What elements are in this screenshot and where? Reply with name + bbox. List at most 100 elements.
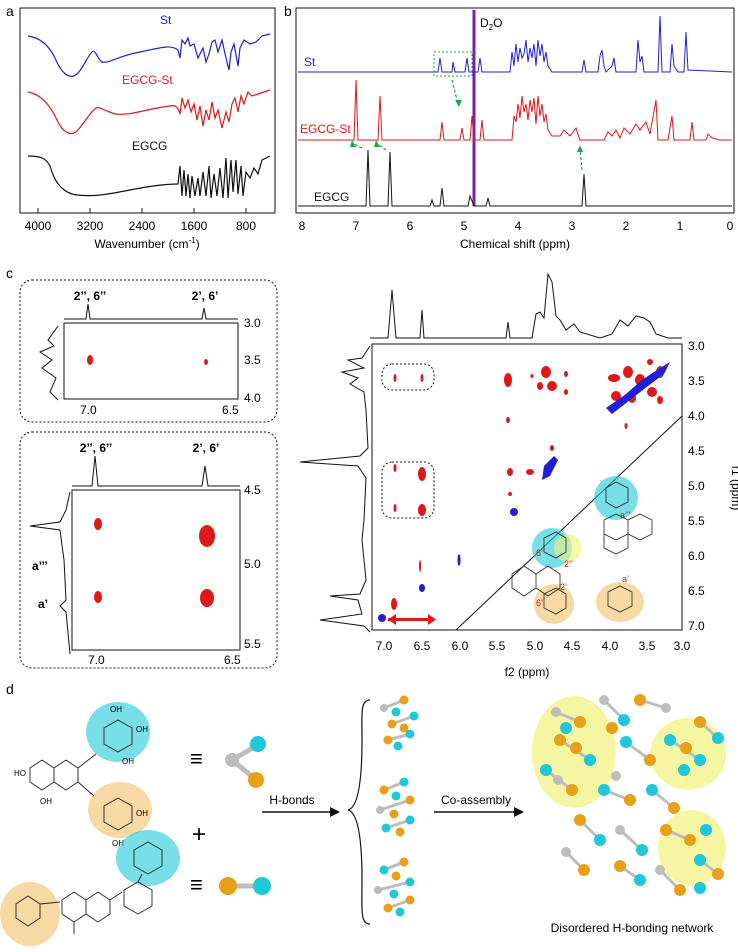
main-diagonal-divider xyxy=(455,415,683,631)
main-peak-2 xyxy=(420,374,424,382)
main-xtick-3.0: 3.0 xyxy=(674,639,691,653)
ftir-tick-1600: 1600 xyxy=(181,219,208,233)
main-peak-24 xyxy=(507,468,513,476)
st-struct-bottom-sugar xyxy=(15,895,61,927)
mc3-atom-1 xyxy=(379,865,389,875)
na-23 xyxy=(598,784,610,796)
na-19 xyxy=(694,754,706,766)
inset-top-ytick-3: 4.0 xyxy=(244,391,261,405)
inset-top-projection-f1 xyxy=(38,325,59,401)
ftir-x-axis: 4000 3200 2400 1600 800 xyxy=(25,208,256,233)
main-peak-6 xyxy=(547,381,557,391)
main-ytick-3.0: 3.0 xyxy=(688,339,705,353)
hbonds-arrowhead xyxy=(330,807,340,817)
egcg-ball-cyan xyxy=(250,736,266,752)
main-peak-28 xyxy=(508,492,512,496)
mc3-atom-6 xyxy=(389,889,399,899)
egcg-oh-1: OH xyxy=(110,705,122,714)
inset-bottom-crosspeak-2 xyxy=(199,525,215,547)
ftir-tick-800: 800 xyxy=(236,219,256,233)
main-peak-5 xyxy=(541,366,551,378)
inset-bottom-side-label-2: a’ xyxy=(38,597,48,611)
mini-cluster-3 xyxy=(374,857,415,917)
egcg-oh-7: OH xyxy=(112,839,124,848)
main-peak-30 xyxy=(624,423,628,429)
ftir-xlabel-sup: -1 xyxy=(189,236,197,245)
nmr-arrowhead-1 xyxy=(455,100,462,107)
egcg-b-ring xyxy=(543,531,567,559)
ftir-xlabel-main: Wavenumber (cm xyxy=(94,237,188,251)
na-21 xyxy=(712,732,724,744)
egcg-label-6p: 6’ xyxy=(536,598,543,608)
na-15 xyxy=(634,694,646,706)
coassembly-label: Co-assembly xyxy=(441,793,511,807)
mc3-bond-2 xyxy=(377,880,411,892)
na-22 xyxy=(678,764,690,776)
na-33 xyxy=(684,834,696,846)
nmr-arrowhead-4 xyxy=(577,145,583,152)
mc1-atom-2 xyxy=(399,695,409,705)
ftir-frame xyxy=(19,7,276,214)
inset-bottom-ytick-2: 5.0 xyxy=(244,557,261,571)
main-peak-15 xyxy=(647,387,657,397)
network-highlight-2 xyxy=(650,718,726,790)
panel-a-letter: a xyxy=(6,3,14,19)
nmr-arrow-4 xyxy=(579,149,583,171)
inset-bottom-plot xyxy=(71,489,241,651)
main-yaxis: 3.0 3.5 4.0 4.5 5.0 5.5 6.0 6.5 7.0 xyxy=(688,339,705,633)
main-ytick-4.0: 4.0 xyxy=(688,409,705,423)
nmr-solvent-d: D xyxy=(480,16,489,30)
inset-bottom-projection-f2 xyxy=(72,455,240,487)
egcg-oh-4: HO xyxy=(14,769,26,778)
main-xtick-3.5: 3.5 xyxy=(639,639,656,653)
coassembly-arrow xyxy=(434,807,524,817)
st-aglycone xyxy=(603,513,653,555)
ftir-egcg-st-spectrum xyxy=(27,89,271,135)
mc3-atom-7 xyxy=(383,903,393,913)
na-2 xyxy=(574,716,586,728)
ftir-label-egcg: EGCG xyxy=(132,139,167,153)
main-ytick-5.0: 5.0 xyxy=(688,479,705,493)
na-28 xyxy=(574,814,586,826)
nmr-tick-1: 1 xyxy=(677,219,684,233)
st-struct-orange-highlight xyxy=(0,882,60,946)
inset-bottom-xtick-1: 7.0 xyxy=(88,653,105,667)
na-40 xyxy=(634,874,646,886)
nmr-label-egcg: EGCG xyxy=(314,190,349,204)
mc1-atom-8 xyxy=(383,735,393,745)
main-peak-35 xyxy=(378,614,386,622)
main-highlight-bottom xyxy=(381,461,435,519)
main-xtick-7.0: 7.0 xyxy=(376,639,393,653)
st-top-sugar xyxy=(605,481,629,509)
inset-bottom-ytick-1: 4.5 xyxy=(244,483,261,497)
na-25 xyxy=(611,771,621,781)
na-17 xyxy=(664,734,676,746)
inset-bottom-crosspeak-4 xyxy=(200,589,214,607)
st-ball-cyan xyxy=(253,877,271,895)
main-peak-27 xyxy=(550,445,554,451)
ftir-xlabel-close: ) xyxy=(196,237,200,251)
nmr-shift-arrows xyxy=(350,79,583,171)
na-34 xyxy=(694,854,706,866)
inset-top-crosspeak-1 xyxy=(87,355,93,365)
mc1-atom-3 xyxy=(391,707,401,717)
main-ytick-6.5: 6.5 xyxy=(688,584,705,598)
network-atoms xyxy=(540,694,724,896)
main-ytick-7.0: 7.0 xyxy=(688,619,705,633)
panel-c-letter: c xyxy=(6,265,13,281)
nmr-tick-5: 5 xyxy=(461,219,468,233)
nmr-solvent-sub: 2 xyxy=(489,23,494,32)
main-peak-4 xyxy=(530,374,534,378)
main-arrowhead-right xyxy=(428,614,436,625)
inset-bottom-axes: 4.5 5.0 5.5 7.0 6.5 a’’’ a’ xyxy=(32,483,261,667)
main-peak-7 xyxy=(537,382,543,390)
na-3 xyxy=(560,722,572,734)
na-1 xyxy=(551,707,561,717)
ftir-egcg-spectrum xyxy=(27,155,271,199)
main-peak-18 xyxy=(657,396,663,404)
inset-bottom-crosspeak-1 xyxy=(94,518,102,530)
nmr-tick-2: 2 xyxy=(623,219,630,233)
inset-top-plot xyxy=(63,322,239,400)
na-38 xyxy=(578,864,590,876)
